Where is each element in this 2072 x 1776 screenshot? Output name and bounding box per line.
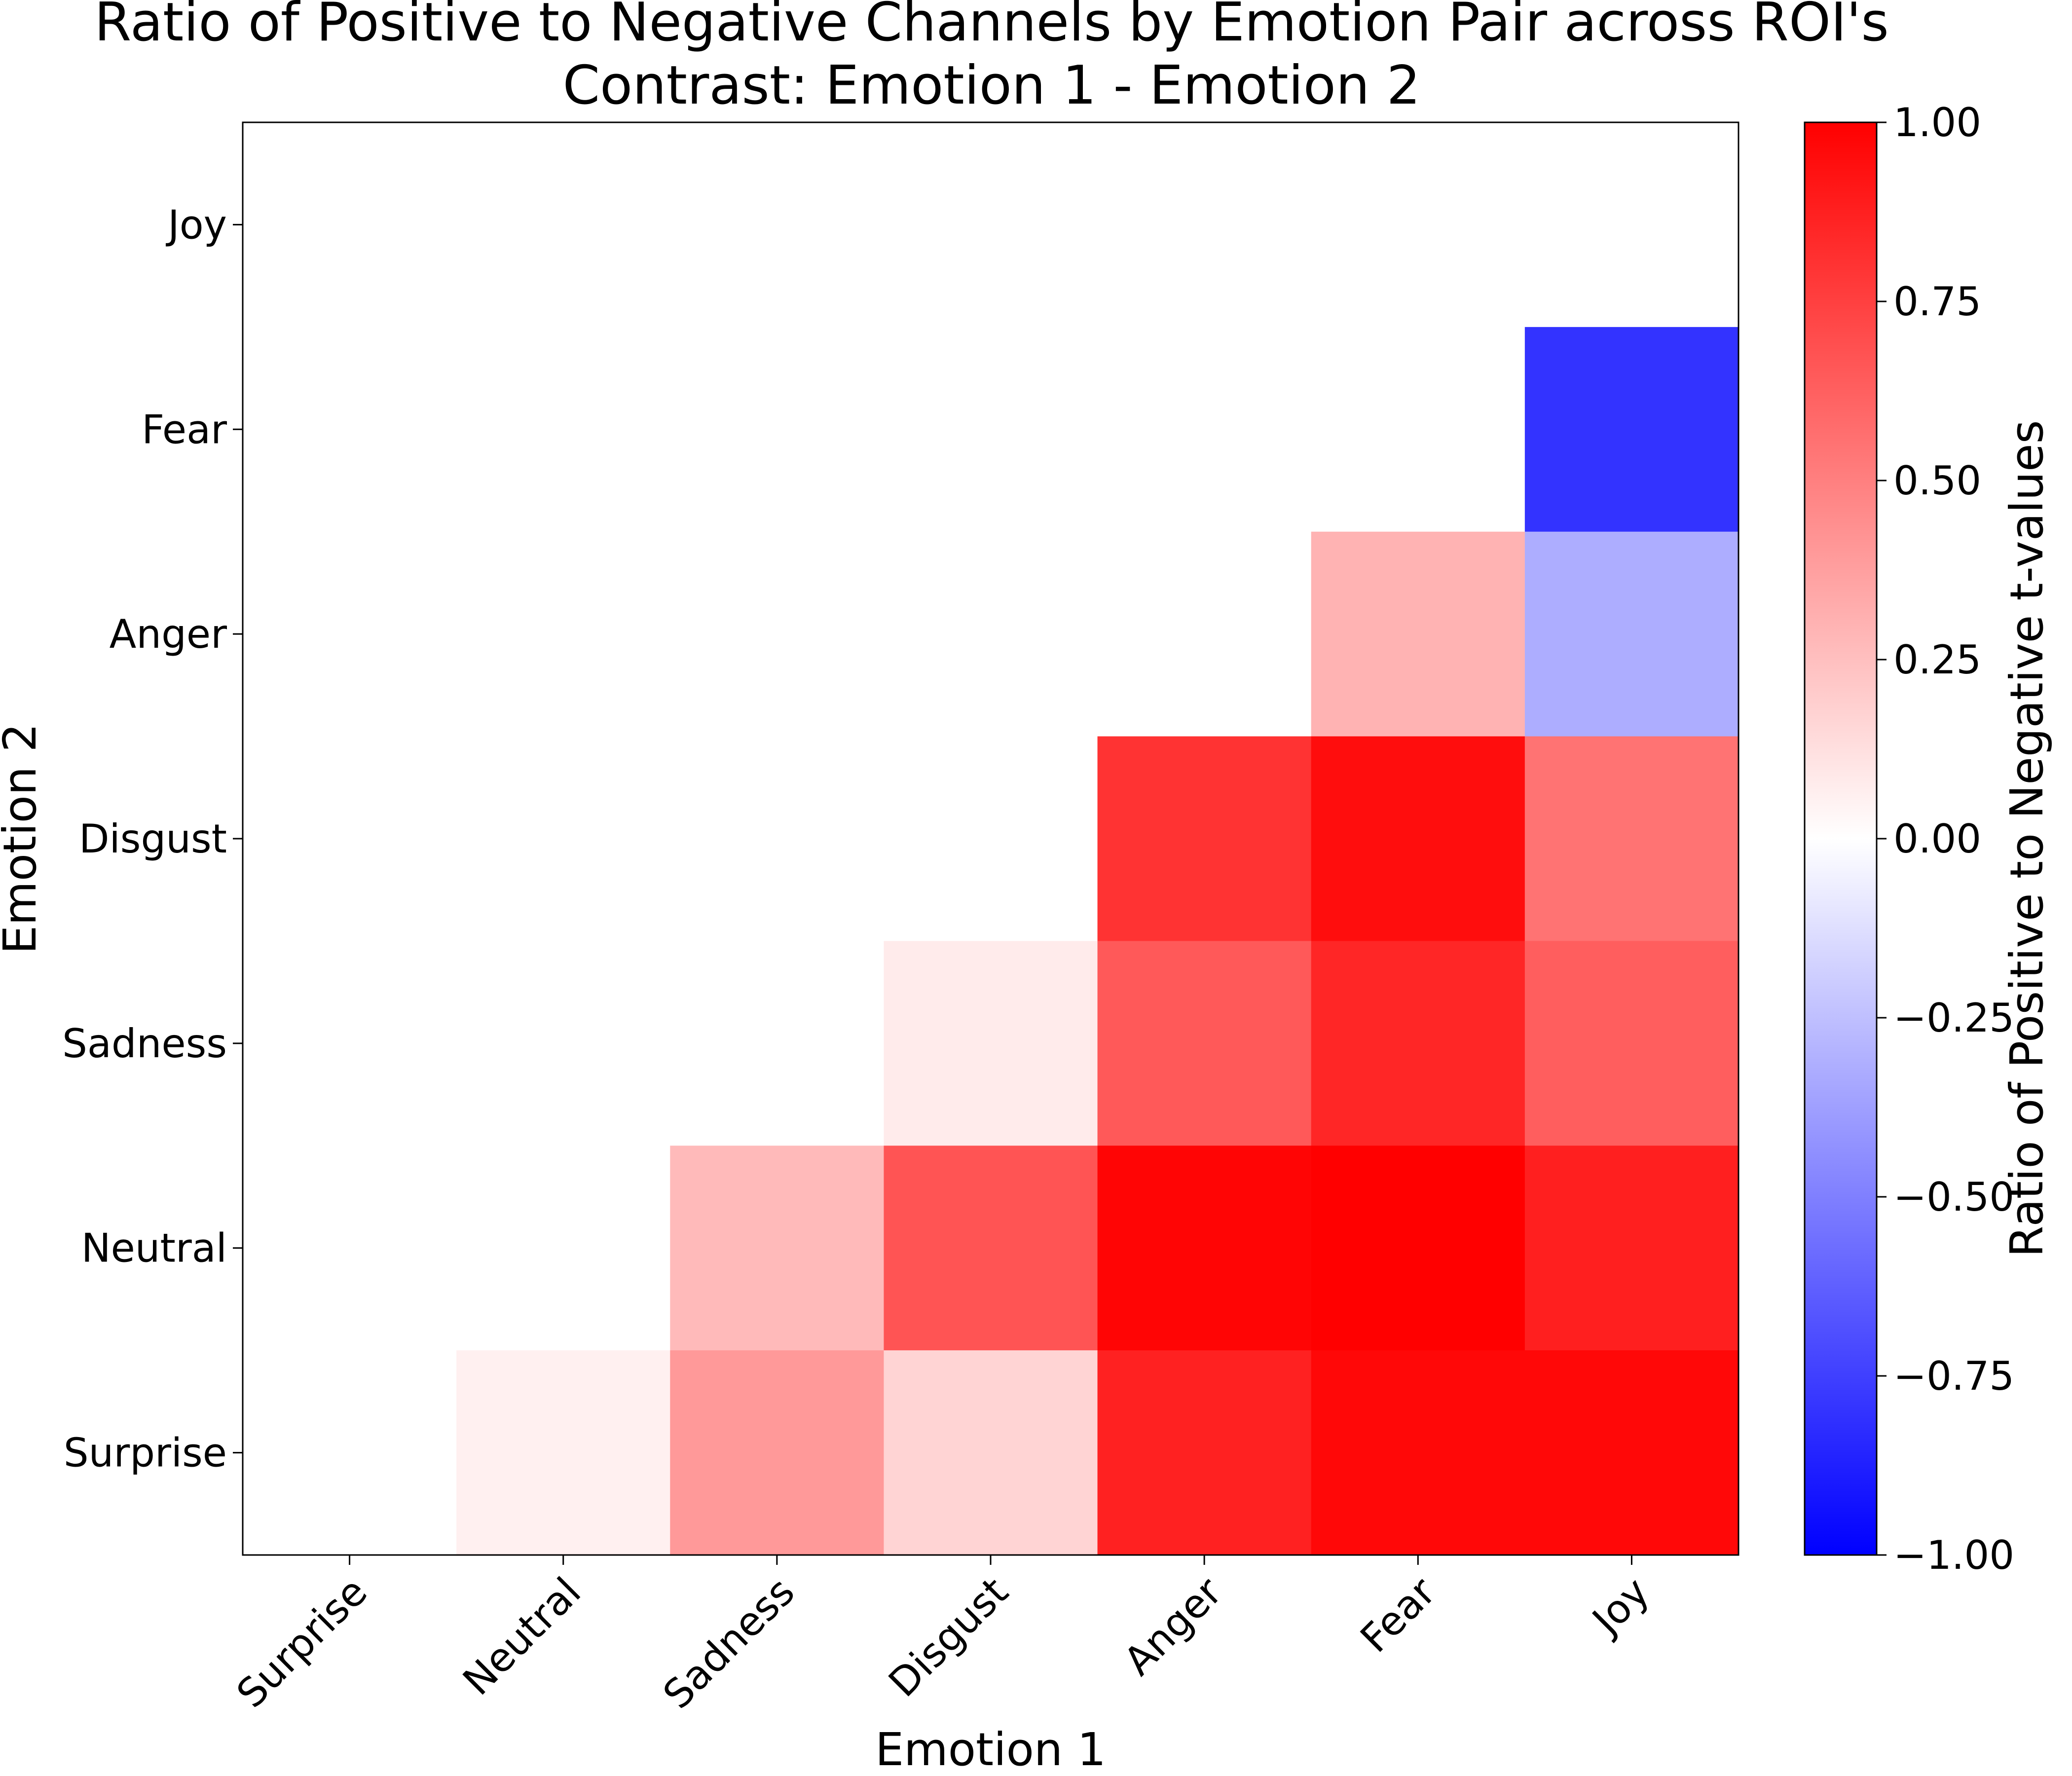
y-tick-label: Disgust bbox=[79, 816, 227, 862]
heatmap-cell bbox=[1097, 1146, 1312, 1351]
colorbar-label: Ratio of Positive to Negative t-values bbox=[2000, 420, 2053, 1257]
x-axis-ticks: Surprise Neutral Sadness Disgust Anger Fear Jo… bbox=[228, 1555, 1658, 1718]
heatmap-cell bbox=[1524, 1146, 1739, 1351]
colorbar-ticks: 1.00 0.75 0.50 0.25 0.00 −0.25 −0.50 −0.75 −1.00 bbox=[1877, 100, 2014, 1578]
y-tick-label: Sadness bbox=[62, 1021, 227, 1067]
x-tick-label: Sadness bbox=[654, 1569, 803, 1718]
x-tick-label: Anger bbox=[1115, 1569, 1230, 1684]
y-tick-label: Joy bbox=[165, 202, 227, 248]
x-axis-label: Emotion 1 bbox=[875, 1723, 1106, 1776]
colorbar-tick-label: −0.50 bbox=[1893, 1174, 2014, 1220]
colorbar-tick-label: −0.25 bbox=[1893, 995, 2014, 1041]
colorbar-tick-label: −1.00 bbox=[1893, 1532, 2014, 1578]
colorbar-tick-label: 0.50 bbox=[1893, 458, 1981, 504]
x-tick-label: Fear bbox=[1352, 1569, 1444, 1662]
x-tick-label: Disgust bbox=[880, 1569, 1017, 1706]
heatmap-cells bbox=[456, 327, 1739, 1555]
heatmap-cell bbox=[670, 1146, 884, 1351]
colorbar-tick-label: 1.00 bbox=[1893, 100, 1981, 146]
heatmap-cell bbox=[1311, 941, 1525, 1146]
colorbar bbox=[1804, 121, 1878, 1556]
y-axis-ticks: Joy Fear Anger Disgust Sadness Neutral Surpris… bbox=[62, 202, 243, 1476]
heatmap-cell bbox=[1097, 941, 1312, 1146]
x-tick-label: Neutral bbox=[454, 1569, 590, 1704]
colorbar-tick-label: 0.25 bbox=[1893, 637, 1981, 683]
heatmap-cell bbox=[1311, 1146, 1525, 1351]
heatmap-cell bbox=[1311, 736, 1525, 941]
y-tick-label: Anger bbox=[110, 611, 227, 657]
heatmap-cell bbox=[1524, 327, 1739, 532]
y-tick-label: Surprise bbox=[64, 1430, 227, 1476]
x-tick-label: Joy bbox=[1582, 1569, 1658, 1645]
heatmap-cell bbox=[456, 1350, 670, 1555]
colorbar-tick-label: −0.75 bbox=[1893, 1353, 2014, 1399]
chart-title: Ratio of Positive to Negative Channels b… bbox=[94, 0, 1889, 53]
heatmap-cell bbox=[1097, 736, 1312, 941]
heatmap-cell bbox=[1311, 531, 1525, 737]
colorbar-tick-label: 0.75 bbox=[1893, 279, 1981, 325]
heatmap-cell bbox=[1524, 531, 1739, 737]
heatmap-cell bbox=[670, 1350, 884, 1555]
y-axis-label: Emotion 2 bbox=[0, 723, 46, 954]
heatmap-cell bbox=[884, 1146, 1098, 1351]
heatmap-cell bbox=[884, 941, 1098, 1146]
heatmap-cell bbox=[884, 1350, 1098, 1555]
chart-subtitle: Contrast: Emotion 1 - Emotion 2 bbox=[563, 55, 1421, 116]
heatmap-cell bbox=[1524, 736, 1739, 941]
x-tick-label: Surprise bbox=[228, 1569, 376, 1717]
heatmap-cell bbox=[1524, 1350, 1739, 1555]
colorbar-tick-label: 0.00 bbox=[1893, 816, 1981, 862]
heatmap-cell bbox=[1097, 1350, 1312, 1555]
y-tick-label: Neutral bbox=[81, 1225, 227, 1271]
y-tick-label: Fear bbox=[142, 407, 227, 452]
heatmap-cell bbox=[1311, 1350, 1525, 1555]
heatmap-cell bbox=[1524, 941, 1739, 1146]
